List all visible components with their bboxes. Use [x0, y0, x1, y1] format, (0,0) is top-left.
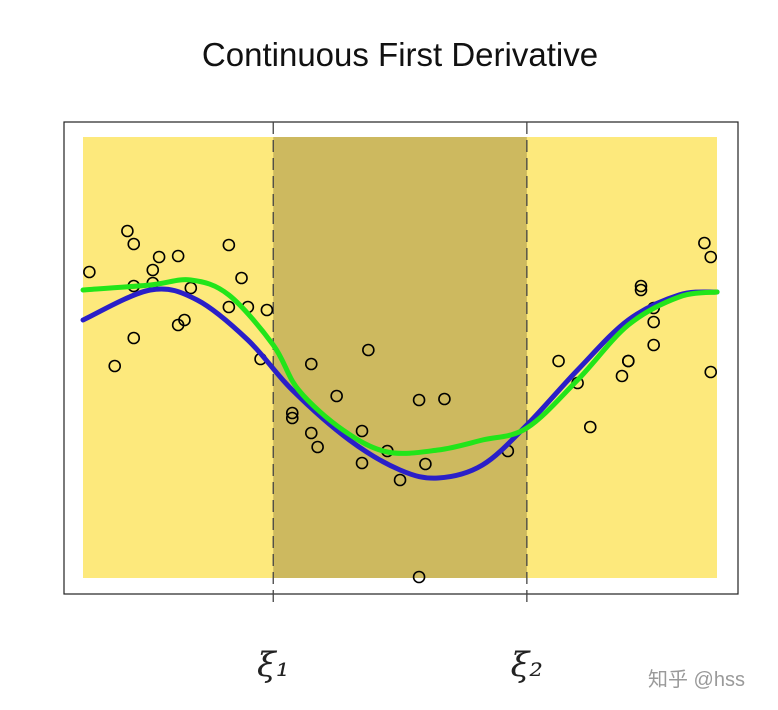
- point: [362, 343, 375, 357]
- x-tick-label: ξ₁: [257, 645, 289, 685]
- watermark: 知乎 @hss: [648, 668, 745, 691]
- point: [704, 250, 718, 264]
- point: [146, 263, 160, 277]
- point: [152, 250, 166, 264]
- point: [393, 473, 407, 487]
- point: [355, 456, 369, 470]
- region-middle: [273, 137, 527, 578]
- plot-frame: [63, 121, 739, 595]
- point: [178, 313, 191, 327]
- point: [330, 389, 343, 403]
- point: [647, 315, 660, 329]
- point: [647, 338, 660, 352]
- point: [285, 411, 299, 425]
- fit-curve: [80, 286, 720, 481]
- point: [83, 265, 96, 279]
- point: [704, 365, 718, 379]
- point: [222, 300, 236, 314]
- point: [108, 359, 122, 373]
- point: [552, 354, 565, 368]
- point: [260, 303, 274, 317]
- point: [355, 424, 369, 438]
- point: [438, 392, 451, 406]
- point: [698, 236, 711, 250]
- x-tick-label: ξ₂: [511, 645, 543, 685]
- point: [121, 224, 134, 238]
- regions: [273, 137, 527, 578]
- point: [622, 354, 635, 368]
- point: [311, 440, 324, 454]
- point: [634, 283, 648, 297]
- point: [419, 457, 432, 471]
- point: [235, 271, 248, 285]
- fit-curve: [80, 277, 720, 456]
- point: [304, 357, 318, 371]
- point: [583, 420, 597, 434]
- point: [634, 279, 648, 293]
- point: [222, 238, 236, 252]
- point: [615, 369, 629, 383]
- point: [412, 393, 426, 407]
- point: [412, 570, 426, 584]
- point: [304, 426, 318, 440]
- chart-title: Continuous First Derivative: [202, 36, 598, 73]
- point: [285, 406, 299, 420]
- point: [171, 249, 185, 263]
- point: [127, 331, 141, 345]
- point: [127, 237, 141, 251]
